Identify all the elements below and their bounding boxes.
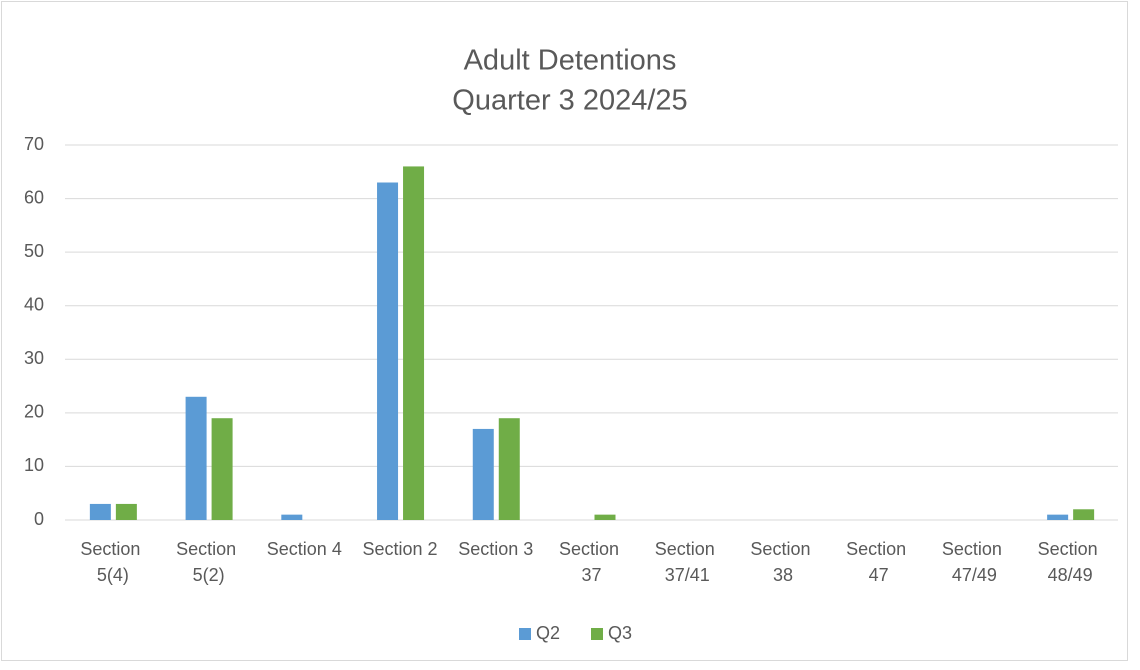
bar xyxy=(185,396,207,520)
bar xyxy=(472,428,494,520)
x-tick-label: Section 48/49 xyxy=(1038,539,1103,585)
x-tick-label: Section 5(4) xyxy=(80,539,145,585)
y-tick-label: 20 xyxy=(24,402,44,422)
bar xyxy=(1047,514,1069,520)
y-tick-label: 70 xyxy=(24,134,44,154)
x-tick-label: Section 3 xyxy=(458,539,533,559)
bar xyxy=(1073,509,1095,520)
chart-border xyxy=(1,1,1128,661)
x-tick-label: Section 38 xyxy=(750,539,815,585)
x-tick-label: Section 4 xyxy=(267,539,342,559)
bar xyxy=(211,418,233,520)
x-tick-label: Section 47 xyxy=(846,539,911,585)
x-tick-label: Section 37 xyxy=(559,539,624,585)
x-tick-label: Section 2 xyxy=(363,539,438,559)
y-tick-label: 60 xyxy=(24,187,44,207)
bar xyxy=(281,514,303,520)
legend-swatch xyxy=(519,628,531,640)
y-tick-label: 0 xyxy=(34,509,44,529)
bar xyxy=(403,166,425,520)
bar xyxy=(115,503,137,520)
y-tick-label: 40 xyxy=(24,294,44,314)
bar xyxy=(594,514,616,520)
bar xyxy=(498,418,520,520)
chart-title: Adult Detentions xyxy=(464,45,677,77)
legend-swatch xyxy=(591,628,603,640)
bar xyxy=(89,503,111,520)
legend-label: Q3 xyxy=(608,623,632,643)
y-tick-label: 30 xyxy=(24,348,44,368)
y-tick-label: 10 xyxy=(24,455,44,475)
y-tick-label: 50 xyxy=(24,241,44,261)
bar xyxy=(377,182,399,520)
x-tick-label: Section 47/49 xyxy=(942,539,1007,585)
x-tick-label: Section 37/41 xyxy=(655,539,720,585)
chart-subtitle: Quarter 3 2024/25 xyxy=(452,85,687,117)
legend-label: Q2 xyxy=(536,623,560,643)
x-tick-label: Section 5(2) xyxy=(176,539,241,585)
